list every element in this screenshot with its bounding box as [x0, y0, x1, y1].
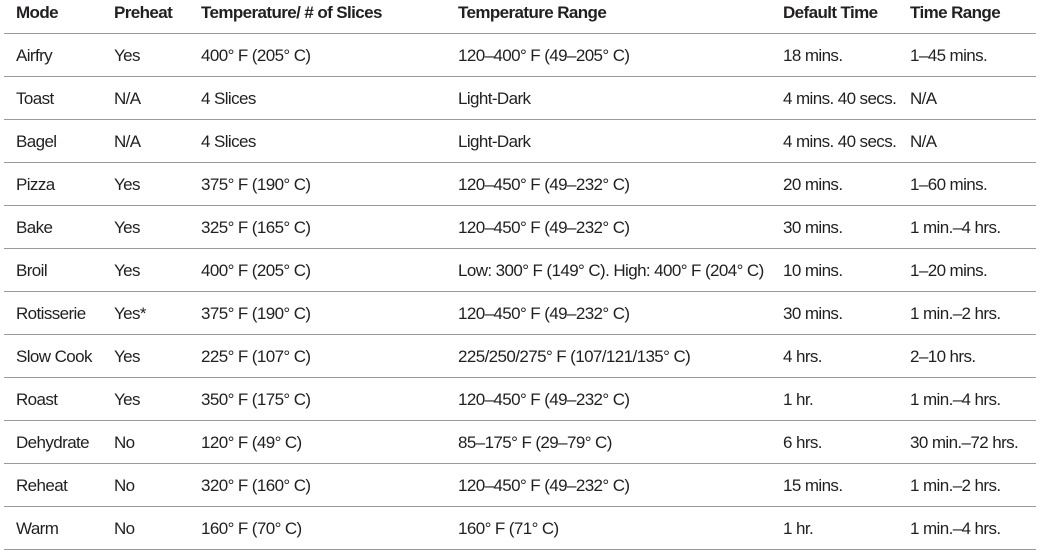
cell-default-time: 4 mins. 40 secs.	[771, 76, 898, 120]
cell-preheat: Yes	[102, 205, 189, 249]
cell-default-time: 30 mins.	[771, 291, 898, 335]
cell-temperature-range: 120–450° F (49–232° C)	[446, 463, 771, 507]
table-row: Reheat No 320° F (160° C) 120–450° F (49–23…	[4, 463, 1036, 507]
cell-preheat: Yes	[102, 248, 189, 292]
cell-default-time: 15 mins.	[771, 463, 898, 507]
cell-preheat: Yes	[102, 334, 189, 378]
table-row: Roast Yes 350° F (175° C) 120–450° F (49–23…	[4, 377, 1036, 421]
cell-time-range: 1 min.–4 hrs.	[898, 377, 1036, 421]
cell-preheat: Yes*	[102, 291, 189, 335]
table-row: Pizza Yes 375° F (190° C) 120–450° F (49–23…	[4, 162, 1036, 206]
cell-temperature: 375° F (190° C)	[189, 291, 446, 335]
cell-temperature-range: Light-Dark	[446, 119, 771, 163]
cell-temperature-range: 120–450° F (49–232° C)	[446, 205, 771, 249]
table-row: Bake Yes 325° F (165° C) 120–450° F (49–232…	[4, 205, 1036, 249]
cell-default-time: 1 hr.	[771, 506, 898, 550]
cell-temperature: 120° F (49° C)	[189, 420, 446, 464]
cooking-modes-table: Mode Preheat Temperature/ # of Slices Tempe…	[4, 0, 1036, 550]
cell-temperature: 320° F (160° C)	[189, 463, 446, 507]
header-preheat: Preheat	[102, 0, 189, 34]
header-row: Mode Preheat Temperature/ # of Slices Tempe…	[4, 0, 1036, 34]
cell-time-range: 1 min.–2 hrs.	[898, 291, 1036, 335]
cell-time-range: 1 min.–4 hrs.	[898, 506, 1036, 550]
cell-preheat: Yes	[102, 162, 189, 206]
cell-temperature: 400° F (205° C)	[189, 33, 446, 77]
table-row: Broil Yes 400° F (205° C) Low: 300° F (149°…	[4, 248, 1036, 292]
cell-temperature: 160° F (70° C)	[189, 506, 446, 550]
cell-mode: Reheat	[4, 463, 102, 507]
cell-time-range: 2–10 hrs.	[898, 334, 1036, 378]
cell-temperature-range: 120–450° F (49–232° C)	[446, 162, 771, 206]
cell-default-time: 30 mins.	[771, 205, 898, 249]
cell-default-time: 1 hr.	[771, 377, 898, 421]
cell-time-range: 1 min.–4 hrs.	[898, 205, 1036, 249]
cell-mode: Airfry	[4, 33, 102, 77]
cell-temperature-range: 160° F (71° C)	[446, 506, 771, 550]
header-temperature-range: Temperature Range	[446, 0, 771, 34]
cell-preheat: N/A	[102, 76, 189, 120]
cell-mode: Bake	[4, 205, 102, 249]
cell-temperature: 4 Slices	[189, 76, 446, 120]
cell-temperature: 375° F (190° C)	[189, 162, 446, 206]
cell-temperature: 400° F (205° C)	[189, 248, 446, 292]
cell-mode: Roast	[4, 377, 102, 421]
cell-preheat: N/A	[102, 119, 189, 163]
table-row: Bagel N/A 4 Slices Light-Dark 4 mins. 40 sec…	[4, 119, 1036, 163]
cell-temperature: 4 Slices	[189, 119, 446, 163]
cell-temperature: 350° F (175° C)	[189, 377, 446, 421]
cell-time-range: 1 min.–2 hrs.	[898, 463, 1036, 507]
cell-preheat: Yes	[102, 33, 189, 77]
cell-time-range: 30 min.–72 hrs.	[898, 420, 1036, 464]
cell-preheat: No	[102, 420, 189, 464]
cell-temperature-range: 85–175° F (29–79° C)	[446, 420, 771, 464]
cell-time-range: 1–60 mins.	[898, 162, 1036, 206]
cell-mode: Broil	[4, 248, 102, 292]
cell-mode: Rotisserie	[4, 291, 102, 335]
header-default-time: Default Time	[771, 0, 898, 34]
cell-mode: Warm	[4, 506, 102, 550]
cell-default-time: 10 mins.	[771, 248, 898, 292]
table-row: Rotisserie Yes* 375° F (190° C) 120–450° F …	[4, 291, 1036, 335]
cell-default-time: 18 mins.	[771, 33, 898, 77]
cell-default-time: 4 hrs.	[771, 334, 898, 378]
cell-mode: Dehydrate	[4, 420, 102, 464]
cell-temperature-range: 120–400° F (49–205° C)	[446, 33, 771, 77]
table-row: Airfry Yes 400° F (205° C) 120–400° F (49–2…	[4, 33, 1036, 77]
cell-preheat: No	[102, 506, 189, 550]
cell-temperature-range: 225/250/275° F (107/121/135° C)	[446, 334, 771, 378]
header-time-range: Time Range	[898, 0, 1036, 34]
cell-mode: Pizza	[4, 162, 102, 206]
cell-time-range: N/A	[898, 76, 1036, 120]
cell-temperature-range: Low: 300° F (149° C). High: 400° F (204°…	[446, 248, 771, 292]
cell-temperature-range: Light-Dark	[446, 76, 771, 120]
cell-temperature: 225° F (107° C)	[189, 334, 446, 378]
table-row: Slow Cook Yes 225° F (107° C) 225/250/275° …	[4, 334, 1036, 378]
cell-default-time: 6 hrs.	[771, 420, 898, 464]
cell-mode: Toast	[4, 76, 102, 120]
cell-default-time: 4 mins. 40 secs.	[771, 119, 898, 163]
header-mode: Mode	[4, 0, 102, 34]
cell-temperature-range: 120–450° F (49–232° C)	[446, 291, 771, 335]
cell-preheat: No	[102, 463, 189, 507]
cell-default-time: 20 mins.	[771, 162, 898, 206]
cell-time-range: N/A	[898, 119, 1036, 163]
table-row: Dehydrate No 120° F (49° C) 85–175° F (29–7…	[4, 420, 1036, 464]
header-temperature: Temperature/ # of Slices	[189, 0, 446, 34]
cell-temperature-range: 120–450° F (49–232° C)	[446, 377, 771, 421]
table-row: Toast N/A 4 Slices Light-Dark 4 mins. 40 sec…	[4, 76, 1036, 120]
cell-mode: Bagel	[4, 119, 102, 163]
cell-preheat: Yes	[102, 377, 189, 421]
table-row: Warm No 160° F (70° C) 160° F (71° C) 1 hr. 1…	[4, 506, 1036, 550]
cell-mode: Slow Cook	[4, 334, 102, 378]
cell-time-range: 1–20 mins.	[898, 248, 1036, 292]
cell-temperature: 325° F (165° C)	[189, 205, 446, 249]
cell-time-range: 1–45 mins.	[898, 33, 1036, 77]
